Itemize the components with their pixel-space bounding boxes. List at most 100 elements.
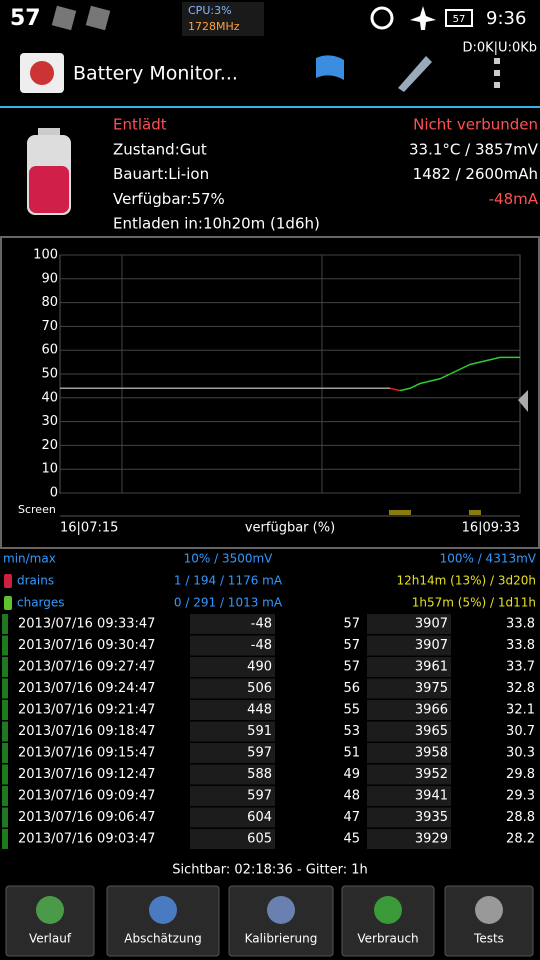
table-cell: 605 xyxy=(247,832,272,847)
nav-label: Kalibrierung xyxy=(245,932,318,946)
table-cell: -48 xyxy=(251,638,272,653)
table-cell: 597 xyxy=(247,789,272,804)
table-cell: 3965 xyxy=(415,724,448,739)
table-cell: 48 xyxy=(343,789,360,804)
table-cell: 53 xyxy=(343,724,360,739)
cell-bg xyxy=(190,829,275,849)
row-marker xyxy=(2,743,8,763)
cell-bg xyxy=(367,635,451,656)
nav-icon xyxy=(475,896,503,924)
stat-mid: 10% / 3500mV xyxy=(184,552,274,566)
stat-label: drains xyxy=(17,574,54,588)
table-cell: 2013/07/16 09:30:47 xyxy=(18,638,155,653)
stats: min/max 10% / 3500mV 100% / 4313mV drains 1 … xyxy=(3,552,537,610)
cell-bg xyxy=(190,614,275,634)
nav-icon xyxy=(36,896,64,924)
menu-button[interactable] xyxy=(494,58,500,88)
table-cell: 45 xyxy=(343,832,360,847)
y-tick-label: 30 xyxy=(41,414,58,429)
flag-button[interactable] xyxy=(316,55,344,80)
y-tick-label: 50 xyxy=(41,367,58,382)
table-cell: 28.2 xyxy=(506,832,535,847)
row-marker xyxy=(2,807,8,828)
table-cell: 2013/07/16 09:33:47 xyxy=(18,617,155,632)
table-cell: 2013/07/16 09:03:47 xyxy=(18,832,155,847)
row-marker xyxy=(2,829,8,849)
stat-right: 1h57m (5%) / 1d11h xyxy=(412,596,536,610)
table-cell: 51 xyxy=(343,746,360,761)
cell-bg xyxy=(190,657,275,677)
table-cell: 57 xyxy=(343,617,360,632)
chart-handle[interactable] xyxy=(518,390,528,412)
edit-button[interactable] xyxy=(398,56,432,92)
row-marker xyxy=(2,721,8,742)
cell-bg xyxy=(367,786,451,806)
table-cell: 604 xyxy=(247,810,272,825)
footer: Sichtbar: 02:18:36 - Gitter: 1h xyxy=(172,863,368,878)
stat-right: 100% / 4313mV xyxy=(440,552,537,566)
nav-label: Abschätzung xyxy=(124,932,201,946)
cell-bg xyxy=(190,807,275,828)
clock: 9:36 xyxy=(486,8,526,29)
info-value: 33.1°C / 3857mV xyxy=(409,140,539,158)
y-tick-label: 40 xyxy=(41,390,58,405)
line-series xyxy=(389,387,401,392)
table-cell: 3975 xyxy=(415,681,448,696)
table-cell: 47 xyxy=(343,810,360,825)
battery-fill xyxy=(29,166,69,213)
y-tick-label: 100 xyxy=(33,248,58,263)
stat-icon xyxy=(4,574,12,588)
table-cell: 49 xyxy=(343,767,360,782)
table-cell: 57 xyxy=(343,660,360,675)
table-cell: 2013/07/16 09:15:47 xyxy=(18,746,155,761)
screen-on xyxy=(469,510,481,515)
cell-bg xyxy=(190,764,275,785)
table-cell: 29.8 xyxy=(506,767,535,782)
table-cell: 588 xyxy=(247,767,272,782)
stat-mid: 1 / 194 / 1176 mA xyxy=(174,574,283,588)
nav-icon xyxy=(374,896,402,924)
notif-icon xyxy=(51,5,77,31)
table-cell: 2013/07/16 09:12:47 xyxy=(18,767,155,782)
info: Entlädt Nicht verbunden Zustand:Gut 33.1°C … xyxy=(113,116,539,233)
freq: 1728MHz xyxy=(188,20,240,33)
app-title: Battery Monitor... xyxy=(73,63,238,85)
cell-bg xyxy=(367,678,451,699)
battery-icon xyxy=(445,9,473,27)
stat-right: 12h14m (13%) / 3d20h xyxy=(397,574,536,588)
table-cell: 33.8 xyxy=(506,617,535,632)
table-cell: 490 xyxy=(247,660,272,675)
table-cell: 591 xyxy=(247,724,272,739)
net-speed: D:0K|U:0Kb xyxy=(462,41,537,56)
info-value: Nicht verbunden xyxy=(413,116,538,134)
info-label: Zustand:Gut xyxy=(113,140,207,158)
table-cell: 55 xyxy=(343,703,360,718)
nav-label: Verlauf xyxy=(29,932,72,946)
cell-bg xyxy=(190,743,275,763)
table-cell: -48 xyxy=(251,617,272,632)
nav-icon xyxy=(267,896,295,924)
cell-bg xyxy=(367,743,451,763)
table-cell: 506 xyxy=(247,681,272,696)
y-tick-label: 70 xyxy=(41,319,58,334)
table-cell: 56 xyxy=(343,681,360,696)
cell-bg xyxy=(367,614,451,634)
y-tick-label: 60 xyxy=(41,343,58,358)
row-marker xyxy=(2,786,8,806)
table: 2013/07/16 09:33:47 -48 57 3907 33.8 2013/07/… xyxy=(2,614,535,849)
cell-bg xyxy=(367,721,451,742)
table-cell: 3907 xyxy=(415,617,448,632)
cpu: CPU:3% xyxy=(188,4,232,17)
table-cell: 33.7 xyxy=(506,660,535,675)
signal: 57 xyxy=(10,6,41,31)
info-label: Entlädt xyxy=(113,116,167,134)
stat-label: charges xyxy=(17,596,65,610)
cell-bg xyxy=(367,829,451,849)
table-cell: 2013/07/16 09:18:47 xyxy=(18,724,155,739)
table-cell: 448 xyxy=(247,703,272,718)
table-cell: 3958 xyxy=(415,746,448,761)
table-cell: 2013/07/16 09:21:47 xyxy=(18,703,155,718)
divider xyxy=(0,106,540,108)
nav-label: Verbrauch xyxy=(357,932,418,946)
